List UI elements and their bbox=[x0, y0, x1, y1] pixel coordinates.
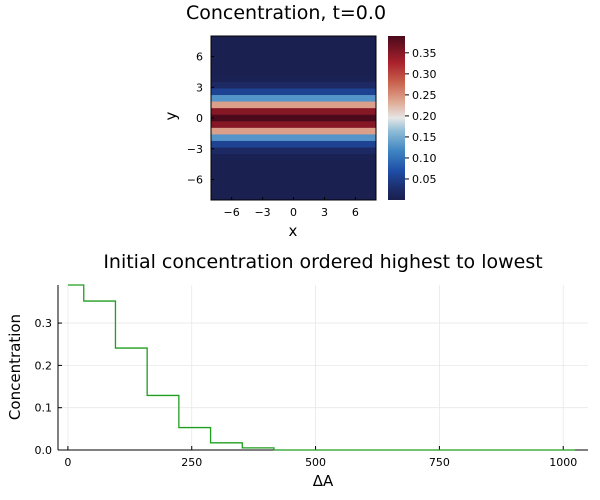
line-y-tick-label: 0.3 bbox=[35, 317, 53, 330]
heatmap-x-tick-label: 6 bbox=[352, 206, 359, 219]
colorbar-tick-label: 0.05 bbox=[412, 173, 437, 186]
heatmap-row bbox=[211, 108, 376, 116]
colorbar-tick-label: 0.25 bbox=[412, 89, 437, 102]
heatmap-row bbox=[211, 127, 376, 135]
heatmap-row bbox=[211, 173, 376, 181]
line-x-tick-label: 1000 bbox=[549, 456, 577, 469]
heatmap-row bbox=[211, 167, 376, 175]
line-x-tick-label: 250 bbox=[181, 456, 202, 469]
line-y-ticks: 0.0 0.1 0.2 0.3 bbox=[35, 317, 62, 457]
line-y-axis-label: Concentration bbox=[6, 314, 24, 420]
heatmap-row bbox=[211, 55, 376, 63]
colorbar-tick-label: 0.15 bbox=[412, 131, 437, 144]
heatmap-x-tick-label: −3 bbox=[254, 206, 270, 219]
line-x-tick-label: 500 bbox=[305, 456, 326, 469]
heatmap-row bbox=[211, 49, 376, 57]
line-grid bbox=[58, 285, 588, 451]
line-x-tick-label: 750 bbox=[429, 456, 450, 469]
heatmap-cells bbox=[211, 36, 376, 201]
heatmap-y-ticks: −6 −3 0 3 6 bbox=[187, 51, 214, 187]
heatmap-y-axis-label: y bbox=[162, 111, 180, 120]
heatmap-row bbox=[211, 88, 376, 96]
heatmap-row bbox=[211, 68, 376, 76]
heatmap-row bbox=[211, 101, 376, 109]
heatmap-row bbox=[211, 147, 376, 155]
colorbar-tick-label: 0.20 bbox=[412, 110, 437, 123]
line-y-tick-label: 0.0 bbox=[35, 444, 53, 457]
heatmap-row bbox=[211, 114, 376, 122]
heatmap-x-ticks: −6 −3 0 3 6 bbox=[224, 197, 359, 219]
line-chart-title: Initial concentration ordered highest to… bbox=[103, 251, 542, 273]
heatmap-row bbox=[211, 134, 376, 142]
heatmap-row bbox=[211, 121, 376, 129]
heatmap-y-tick-label: 0 bbox=[196, 112, 203, 125]
line-panel: Initial concentration ordered highest to… bbox=[6, 251, 588, 490]
heatmap-x-tick-label: 3 bbox=[321, 206, 328, 219]
heatmap-row bbox=[211, 186, 376, 194]
heatmap-row bbox=[211, 75, 376, 83]
heatmap-y-tick-label: 3 bbox=[196, 81, 203, 94]
heatmap-row bbox=[211, 140, 376, 148]
heatmap-row bbox=[211, 36, 376, 43]
heatmap-panel: Concentration, t=0.0 −6 −3 0 3 6 −6 −3 0 3 6 x y… bbox=[162, 2, 437, 240]
heatmap-y-tick-label: 6 bbox=[196, 51, 203, 64]
heatmap-y-tick-label: −6 bbox=[187, 174, 203, 187]
heatmap-x-tick-label: 0 bbox=[290, 206, 297, 219]
heatmap-row bbox=[211, 42, 376, 50]
heatmap-y-tick-label: −3 bbox=[187, 143, 203, 156]
heatmap-title: Concentration, t=0.0 bbox=[186, 2, 386, 24]
line-x-tick-label: 0 bbox=[64, 456, 71, 469]
heatmap-row bbox=[211, 193, 376, 201]
concentration-series-line bbox=[67, 284, 576, 451]
heatmap-x-tick-label: −6 bbox=[224, 206, 240, 219]
colorbar-tick-label: 0.35 bbox=[412, 47, 437, 60]
line-y-tick-label: 0.2 bbox=[35, 359, 53, 372]
line-x-axis-label: ΔA bbox=[313, 472, 334, 490]
line-x-ticks: 0 250 500 750 1000 bbox=[64, 446, 577, 469]
colorbar bbox=[388, 36, 405, 200]
heatmap-row bbox=[211, 180, 376, 188]
colorbar-tick-label: 0.10 bbox=[412, 152, 437, 165]
heatmap-row bbox=[211, 154, 376, 162]
heatmap-row bbox=[211, 95, 376, 102]
heatmap-row bbox=[211, 81, 376, 89]
heatmap-x-axis-label: x bbox=[289, 222, 298, 240]
heatmap-row bbox=[211, 62, 376, 70]
line-y-tick-label: 0.1 bbox=[35, 402, 53, 415]
colorbar-tick-label: 0.30 bbox=[412, 68, 437, 81]
colorbar-ticks: 0.05 0.10 0.15 0.20 0.25 0.30 0.35 bbox=[405, 47, 437, 186]
heatmap-row bbox=[211, 160, 376, 168]
